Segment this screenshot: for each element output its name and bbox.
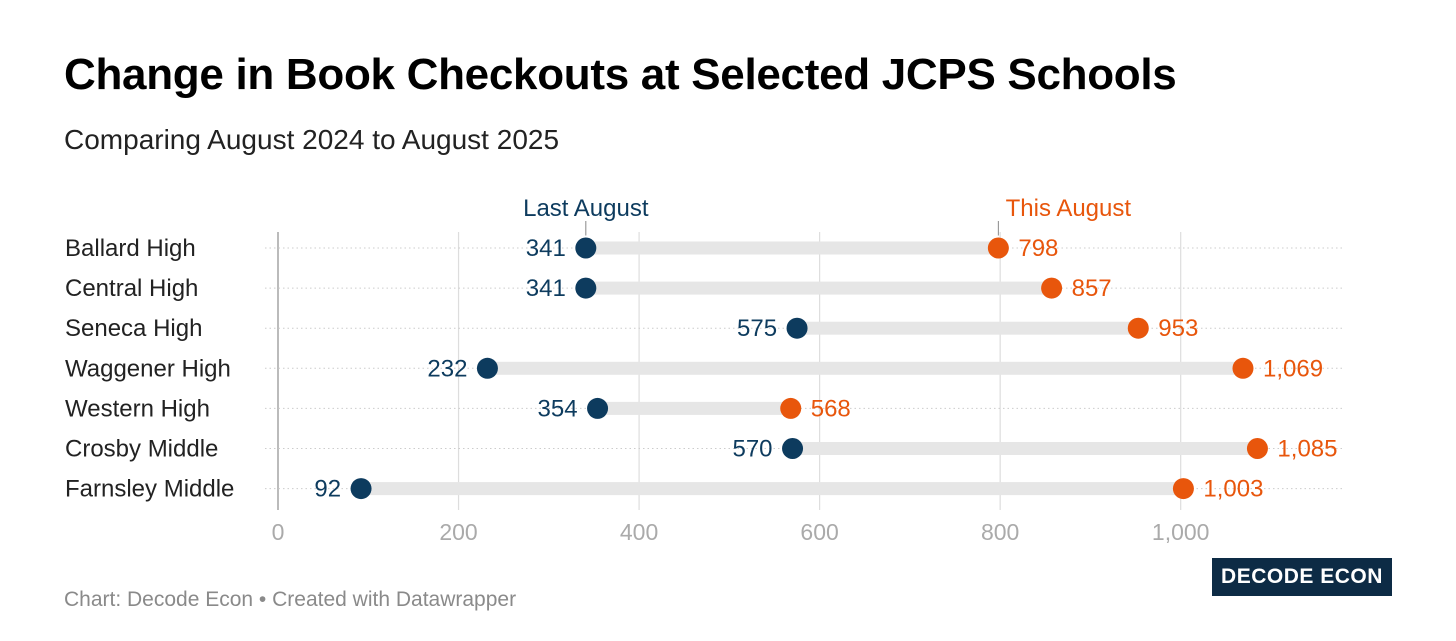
category-label: Seneca High: [65, 315, 202, 342]
value-label-last-august: 575: [737, 315, 777, 342]
x-tick-label: 400: [620, 519, 658, 545]
value-label-this-august: 857: [1072, 275, 1112, 302]
range-bar: [585, 281, 1052, 295]
dot-this-august: [1041, 277, 1063, 299]
range-bar: [361, 482, 1184, 496]
dot-last-august: [575, 277, 597, 299]
logo-text-decode: DECODE: [1221, 565, 1314, 588]
dot-this-august: [1246, 438, 1268, 459]
value-label-last-august: 92: [314, 476, 341, 503]
dot-last-august: [786, 317, 808, 339]
chart-subtitle: Comparing August 2024 to August 2025: [64, 124, 560, 155]
category-label: Waggener High: [65, 355, 231, 382]
x-tick-label: 0: [272, 519, 285, 545]
dot-last-august: [782, 438, 804, 459]
dot-this-august: [1172, 478, 1194, 500]
x-tick-label: 600: [800, 519, 838, 545]
value-label-this-august: 1,085: [1277, 436, 1337, 463]
dot-this-august: [780, 397, 802, 419]
category-label: Ballard High: [65, 235, 196, 262]
value-label-this-august: 568: [811, 395, 851, 422]
range-bar: [487, 361, 1243, 375]
value-label-last-august: 341: [526, 275, 566, 302]
x-tick-label: 800: [981, 519, 1019, 545]
series-label-this-august: This August: [1006, 195, 1132, 222]
category-label: Western High: [65, 395, 210, 422]
dot-last-august: [350, 478, 372, 500]
x-tick-label: 200: [439, 519, 477, 545]
value-label-this-august: 798: [1018, 235, 1058, 262]
range-bar: [585, 241, 999, 255]
range-bar: [792, 442, 1258, 455]
dot-last-august: [476, 357, 498, 379]
series-label-last-august: Last August: [523, 195, 649, 222]
category-label: Central High: [65, 275, 198, 302]
category-label: Crosby Middle: [65, 436, 218, 463]
logo-text-econ: ECON: [1320, 565, 1383, 588]
value-label-this-august: 1,003: [1203, 476, 1263, 503]
chart-title: Change in Book Checkouts at Selected JCP…: [64, 50, 1177, 99]
value-label-last-august: 232: [427, 355, 467, 382]
dot-last-august: [575, 237, 597, 259]
range-bar: [597, 401, 791, 415]
x-tick-label: 1,000: [1152, 519, 1210, 545]
value-label-last-august: 570: [732, 436, 772, 463]
dot-this-august: [987, 237, 1009, 259]
dot-last-august: [587, 397, 609, 419]
value-label-this-august: 953: [1158, 315, 1198, 342]
value-label-this-august: 1,069: [1263, 355, 1323, 382]
decode-econ-logo: DECODE ECON: [1212, 558, 1392, 596]
range-dot-chart: 0 200 400 600 800 1,000 Ballard High 341 798 Cent…: [65, 195, 1345, 545]
category-label: Farnsley Middle: [65, 476, 234, 503]
range-bar: [797, 321, 1139, 335]
value-label-last-august: 354: [538, 395, 578, 422]
chart-source-note: Chart: Decode Econ • Created with Datawr…: [64, 588, 517, 611]
dot-this-august: [1232, 357, 1254, 379]
dot-this-august: [1127, 317, 1149, 339]
value-label-last-august: 341: [526, 235, 566, 262]
